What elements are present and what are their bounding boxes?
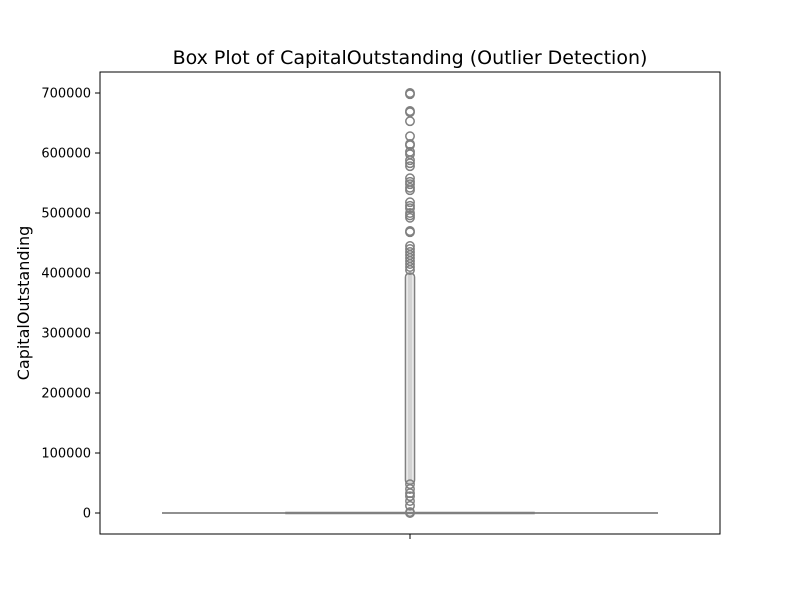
outlier-point xyxy=(405,247,415,257)
outlier-point xyxy=(405,226,415,236)
outlier-point xyxy=(405,479,415,490)
y-tick-label: 700000 xyxy=(41,87,91,102)
outlier-point xyxy=(405,500,415,511)
outlier-point xyxy=(405,491,415,502)
outlier-point xyxy=(405,484,415,494)
plot-frame xyxy=(99,71,721,535)
outlier-point xyxy=(405,116,415,127)
y-tick-label: 100000 xyxy=(41,447,91,462)
outlier-point xyxy=(405,197,415,208)
ticks-layer: 0 100000 200000 300000 400000 500000 600000 700… xyxy=(41,87,411,539)
outlier-point xyxy=(405,182,415,193)
box-layer xyxy=(162,511,658,515)
y-tick-label: 500000 xyxy=(41,207,91,222)
outlier-point xyxy=(405,176,415,187)
outlier-point xyxy=(405,208,415,218)
y-tick-label: 0 xyxy=(83,507,91,522)
outlier-point xyxy=(405,173,415,184)
outlier-point xyxy=(405,161,415,172)
y-axis-label: CapitalOutstanding xyxy=(14,226,33,381)
y-tick-label: 400000 xyxy=(41,267,91,282)
y-tick-label: 200000 xyxy=(41,387,91,402)
outlier-point xyxy=(405,244,415,254)
outlier-point xyxy=(405,241,415,251)
outlier-point xyxy=(405,131,415,142)
outlier-point xyxy=(405,200,415,211)
chart-title: Box Plot of CapitalOutstanding (Outlier … xyxy=(173,47,648,69)
outlier-point xyxy=(405,106,415,116)
outliers-layer xyxy=(404,88,416,518)
outlier-point xyxy=(405,88,415,98)
y-tick-label: 600000 xyxy=(41,147,91,162)
y-tick-label: 300000 xyxy=(41,327,91,342)
